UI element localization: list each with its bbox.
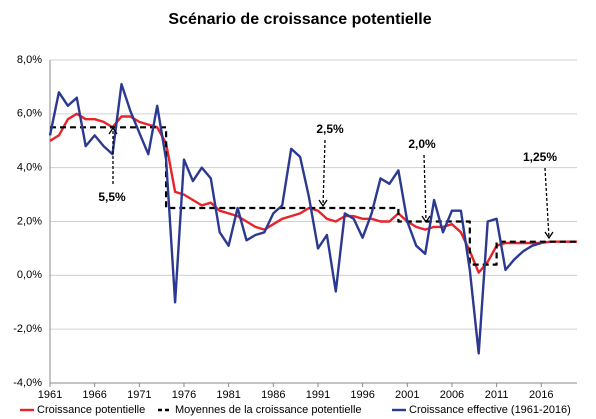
annotation: 1,25%: [523, 150, 557, 164]
series-line: [49, 112, 577, 274]
series-line: [48, 83, 542, 355]
y-tick-label: -4,0%: [13, 377, 42, 389]
legend-label: Croissance potentielle: [37, 404, 145, 416]
series-line: [50, 126, 577, 266]
annotation-arrow: [544, 167, 550, 239]
y-tick-label: -2,0%: [13, 323, 42, 335]
x-tick-label: 1976: [172, 389, 196, 401]
x-tick-label: 1986: [261, 389, 285, 401]
annotation: 5,5%: [98, 190, 126, 204]
x-tick-label: 2011: [485, 389, 509, 401]
arrow-head: [421, 215, 431, 224]
annotation-arrow: [423, 154, 427, 223]
x-tick-label: 2016: [529, 389, 553, 401]
annotation: 2,0%: [408, 137, 436, 151]
x-tick-label: 2006: [440, 389, 464, 401]
x-tick-label: 1991: [306, 389, 330, 401]
arrow-head: [318, 199, 328, 208]
y-tick-label: 8,0%: [17, 54, 42, 66]
x-tick-label: 1971: [127, 389, 151, 401]
arrow-head: [108, 126, 118, 135]
y-tick-label: 6,0%: [17, 108, 42, 120]
annotation-arrow: [322, 139, 326, 207]
legend-label: Moyennes de la croissance potentielle: [175, 404, 362, 416]
y-tick-label: 4,0%: [17, 162, 42, 174]
x-tick-label: 1961: [38, 389, 62, 401]
x-tick-label: 1966: [82, 389, 106, 401]
x-tick-label: 2001: [395, 389, 419, 401]
y-tick-label: 2,0%: [17, 215, 42, 227]
chart-title: Scénario de croissance potentielle: [168, 11, 431, 28]
y-tick-label: 0,0%: [17, 269, 42, 281]
x-tick-label: 1981: [216, 389, 240, 401]
legend-label: Croissance effective (1961-2016): [409, 404, 571, 416]
x-tick-label: 1996: [350, 389, 374, 401]
arrow-head: [544, 231, 554, 240]
annotation: 2,5%: [316, 122, 344, 136]
